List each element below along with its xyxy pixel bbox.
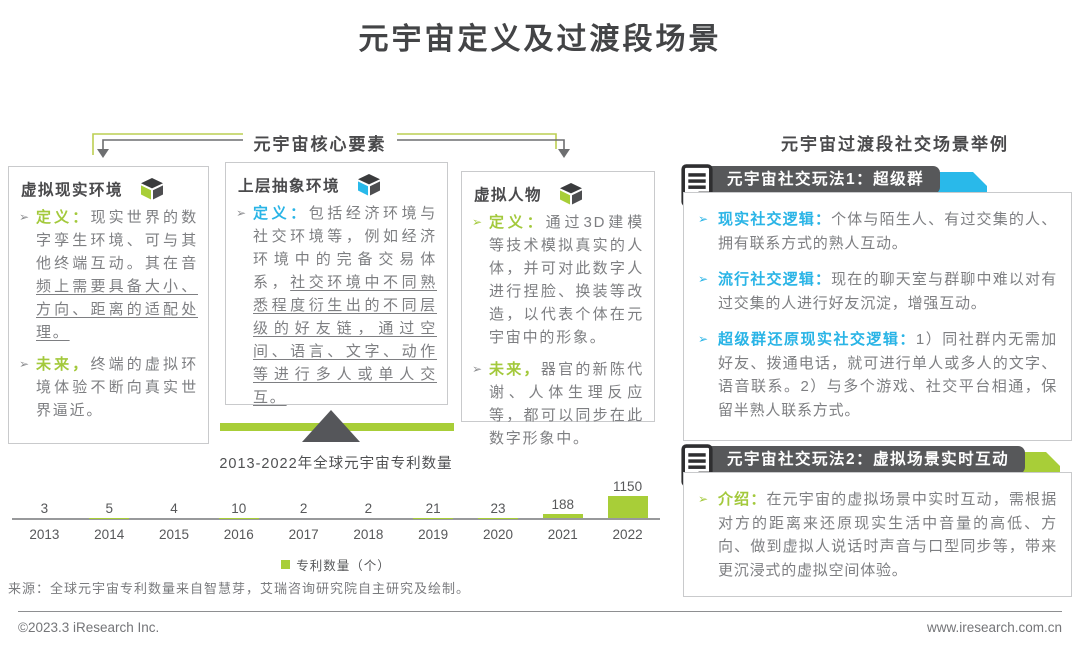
cube-icon	[141, 178, 164, 200]
footer-divider	[18, 611, 1062, 612]
bullet-definition: ➢ 定义：通过3D建模等技术模拟真实的人体，并可对此数字人进行捏脸、换装等改造，以…	[472, 211, 644, 349]
x-tick-label: 2016	[223, 527, 254, 542]
connector-arrows	[92, 133, 570, 158]
bullet-definition: ➢ 定义：包括经济环境与社交环境等，例如经济环境中的完备交易体系，社交环境中不同熟…	[236, 202, 437, 409]
bar-value-label: 21	[425, 500, 441, 516]
core-box-virtual-character: 虚拟人物 ➢ 定义：通过3D建模等技术模拟真实的人体，并可对此数字人进行捏脸、换装…	[461, 171, 655, 447]
chart-column: 2	[336, 501, 401, 518]
chart-column: 23	[466, 501, 531, 518]
chart-column: 3	[12, 501, 77, 518]
bar-value-label: 3	[40, 500, 49, 516]
core-box-title: 虚拟现实环境	[21, 181, 124, 199]
bullet-arrow-icon: ➢	[472, 215, 484, 229]
bar-value-label: 1150	[613, 479, 643, 494]
transition-scenes-heading: 元宇宙过渡段社交场景举例	[781, 135, 1009, 154]
chart-column: 4	[142, 501, 207, 518]
bullet-real-social-logic: ➢ 现实社交逻辑：个体与陌生人、有过交集的人、拥有联系方式的熟人互动。	[698, 208, 1057, 255]
callout-arrow-up	[302, 410, 360, 442]
cube-icon	[560, 183, 583, 205]
play-box-1-body: ➢ 现实社交逻辑：个体与陌生人、有过交集的人、拥有联系方式的熟人互动。 ➢ 流行社交…	[683, 192, 1072, 441]
core-box-title: 上层抽象环境	[238, 177, 341, 195]
x-tick-label: 2018	[353, 527, 384, 542]
bar	[607, 496, 648, 518]
bar-value-label: 10	[231, 500, 247, 516]
core-box-upper-abstract-environment: 上层抽象环境 ➢ 定义：包括经济环境与社交环境等，例如经济环境中的完备交易体系，社…	[225, 162, 448, 406]
bullet-arrow-icon: ➢	[698, 332, 709, 346]
x-tick-label: 2017	[288, 527, 319, 542]
x-tick-label: 2019	[418, 527, 449, 542]
bar	[542, 514, 583, 518]
bullet-arrow-icon: ➢	[236, 206, 248, 220]
bullet-supergroup-logic: ➢ 超级群还原现实社交逻辑：1）同社群内无需加好友、拨通电话，就可进行单人或多人的…	[698, 328, 1057, 422]
legend-swatch	[281, 560, 291, 569]
cube-icon	[358, 174, 381, 196]
bar-value-label: 5	[105, 500, 113, 516]
bar-value-label: 2	[364, 500, 373, 516]
chart-column: 10	[206, 501, 271, 518]
chart-column: 2	[271, 501, 336, 518]
core-box-virtual-reality-environment: 虚拟现实环境 ➢ 定义：现实世界的数字孪生环境、可与其他终端互动。其在音频上需要具…	[8, 166, 209, 444]
chart-years-row: 2013 2014 2015 2016 2017 2018 2019 2020 2021 2022	[12, 520, 660, 542]
play-box-1-banner: 元宇宙社交玩法1：超级群	[711, 166, 941, 194]
x-tick-label: 2014	[94, 527, 125, 542]
bullet-arrow-icon: ➢	[19, 357, 31, 371]
bullet-future: ➢ 未来，器官的新陈代谢、人体生理反应等，都可以同步在此数字形象中。	[472, 358, 644, 450]
bullet-popular-social-logic: ➢ 流行社交逻辑：现在的聊天室与群聊中难以对有过交集的人进行好友沉淀，增强互动。	[698, 268, 1057, 315]
bullet-definition: ➢ 定义：现实世界的数字孪生环境、可与其他终端互动。其在音频上需要具备大小、方向、…	[19, 206, 198, 344]
chart-bars-row: 3 5 4 10 2 2 21 23 188 1150	[12, 479, 660, 520]
play-box-2-banner: 元宇宙社交玩法2：虚拟场景实时互动	[711, 446, 1026, 474]
footer-copyright: ©2023.3 iResearch Inc.	[18, 620, 160, 635]
bar-value-label: 188	[551, 497, 575, 513]
chart-legend: 专利数量（个）	[12, 555, 660, 574]
bullet-arrow-icon: ➢	[698, 212, 709, 226]
x-tick-label: 2022	[612, 527, 643, 542]
source-note: 来源：全球元宇宙专利数量来自智慧芽，艾瑞咨询研究院自主研究及绘制。	[8, 581, 471, 596]
core-box-title: 虚拟人物	[474, 186, 543, 204]
chart-column: 5	[77, 501, 142, 518]
bullet-arrow-icon: ➢	[472, 362, 484, 376]
patent-bar-chart: 2013-2022年全球元宇宙专利数量 3 5 4 10 2 2 21 23 188 1150 2…	[12, 452, 660, 574]
bar-value-label: 23	[490, 500, 506, 516]
x-tick-label: 2020	[482, 527, 513, 542]
chart-column: 188	[530, 497, 595, 518]
play-box-2-body: ➢ 介绍：在元宇宙的虚拟场景中实时互动，需根据对方的距离来还原现实生活中音量的高低…	[683, 472, 1072, 597]
page-title: 元宇宙定义及过渡段场景	[358, 23, 722, 56]
chart-title: 2013-2022年全球元宇宙专利数量	[219, 456, 453, 472]
chart-column: 21	[401, 501, 466, 518]
legend-label: 专利数量（个）	[296, 559, 391, 573]
bullet-arrow-icon: ➢	[698, 492, 709, 506]
bar-value-label: 4	[170, 500, 178, 516]
bullet-introduction: ➢ 介绍：在元宇宙的虚拟场景中实时互动，需根据对方的距离来还原现实生活中音量的高低…	[698, 488, 1057, 582]
bullet-arrow-icon: ➢	[19, 210, 31, 224]
footer-url: www.iresearch.com.cn	[926, 620, 1062, 635]
bullet-future: ➢ 未来，终端的虚拟环境体验不断向真实世界逼近。	[19, 353, 198, 422]
chart-column: 1150	[595, 479, 660, 518]
x-tick-label: 2015	[158, 527, 190, 542]
x-tick-label: 2013	[29, 527, 60, 542]
core-elements-heading: 元宇宙核心要素	[253, 135, 387, 154]
bar-value-label: 2	[299, 500, 308, 516]
bullet-arrow-icon: ➢	[698, 272, 709, 286]
x-tick-label: 2021	[547, 527, 578, 542]
